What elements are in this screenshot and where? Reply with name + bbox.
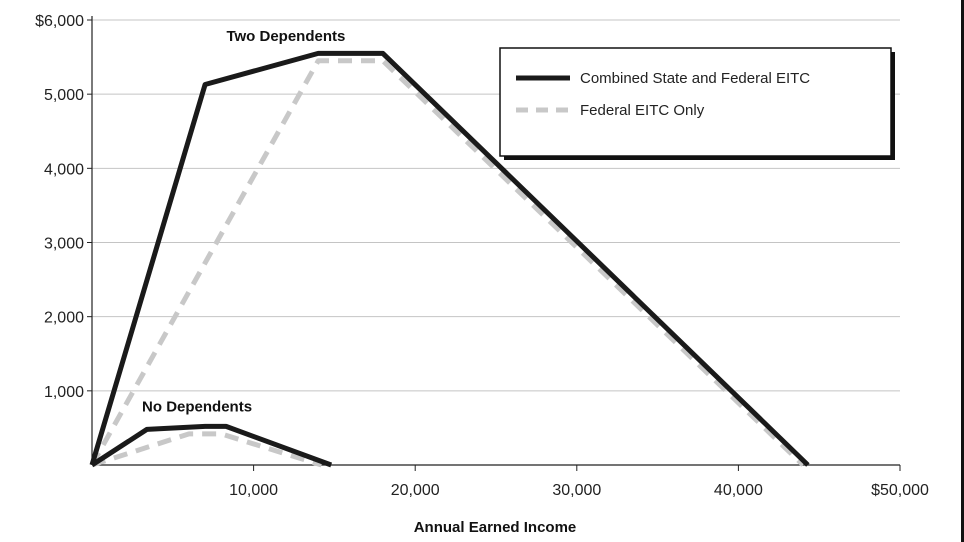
legend-label: Federal EITC Only xyxy=(580,102,705,119)
x-tick-label: 20,000 xyxy=(391,482,440,499)
annotation-two-dependents: Two Dependents xyxy=(226,28,345,45)
axes: 1,000 2,000 3,000 4,000 5,000 $6,000 10,000 20,… xyxy=(35,13,929,499)
series-lines xyxy=(89,50,810,468)
x-tick-label: $50,000 xyxy=(871,482,929,499)
y-tick-label: 3,000 xyxy=(44,236,84,253)
y-tick-label: 2,000 xyxy=(44,310,84,327)
x-tick-label: 30,000 xyxy=(552,482,601,499)
y-tick-label: 5,000 xyxy=(44,87,84,104)
annotations: Two Dependents No Dependents xyxy=(142,28,345,416)
x-tick-label: 10,000 xyxy=(229,482,278,499)
grid-lines xyxy=(92,19,900,392)
y-tick-label: 1,000 xyxy=(44,384,84,401)
frame-border xyxy=(961,0,964,542)
y-tick-label: 4,000 xyxy=(44,161,84,178)
no-dependents-combined-line xyxy=(90,423,333,468)
legend-box xyxy=(499,47,892,157)
annotation-no-dependents: No Dependents xyxy=(142,399,252,416)
x-axis-title: Annual Earned Income xyxy=(414,519,577,536)
no-dependents-federal-line xyxy=(91,431,323,468)
y-tick-label: $6,000 xyxy=(35,13,84,30)
legend-label: Combined State and Federal EITC xyxy=(580,70,810,87)
x-tick-label: 40,000 xyxy=(714,482,763,499)
two-dependents-combined-line xyxy=(89,50,810,467)
two-dependents-federal-line xyxy=(89,58,805,467)
legend: Combined State and Federal EITC Federal E… xyxy=(499,47,895,160)
